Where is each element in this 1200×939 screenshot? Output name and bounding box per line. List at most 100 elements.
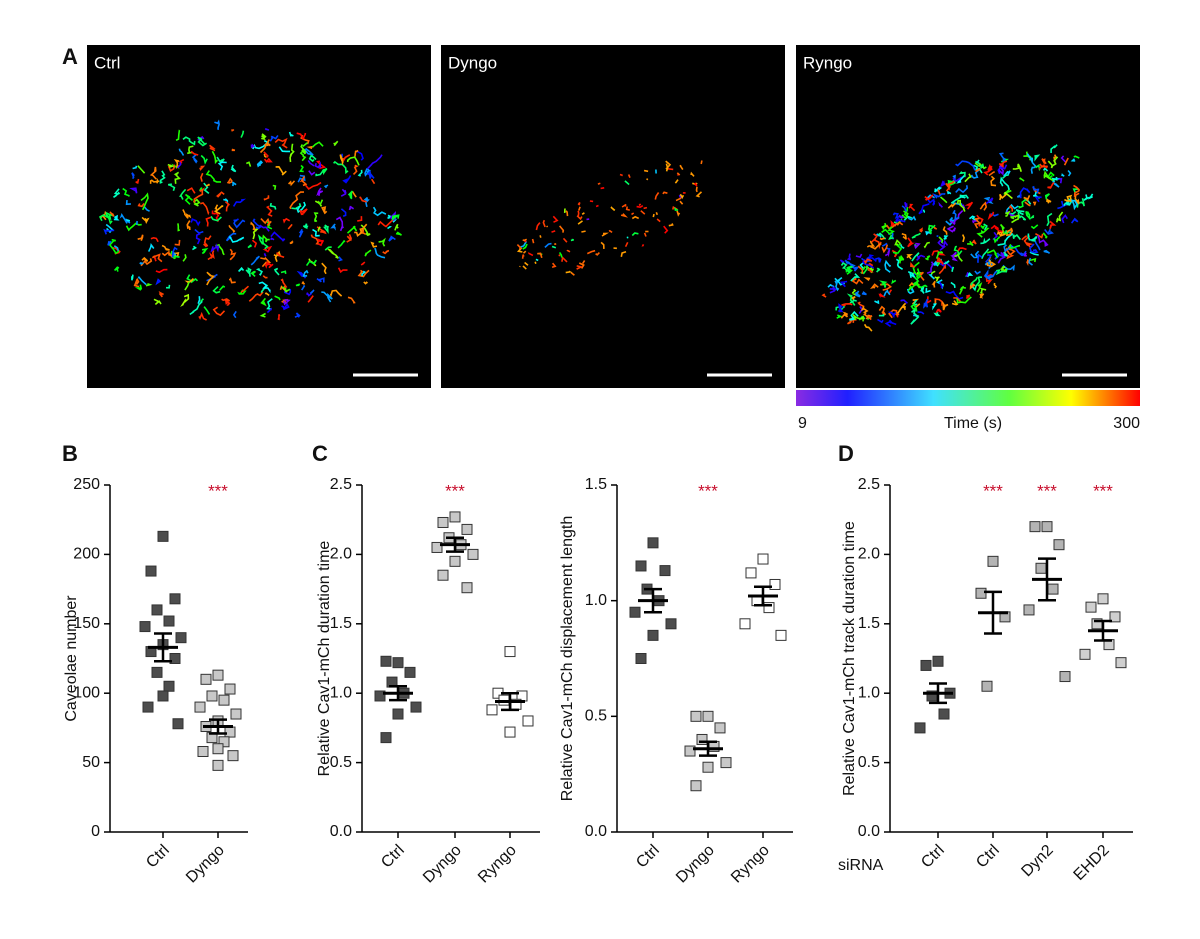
track (900, 302, 907, 309)
data-point (763, 602, 775, 614)
track (987, 211, 995, 221)
track (624, 241, 629, 248)
track (870, 242, 882, 250)
track (881, 244, 889, 254)
track (952, 209, 960, 220)
panel-letter: D (838, 441, 854, 466)
track (1057, 177, 1063, 184)
track (317, 199, 324, 206)
data-point (392, 708, 404, 720)
track (250, 221, 257, 232)
track (1030, 224, 1039, 230)
track (348, 205, 355, 211)
image-label: Dyngo (448, 53, 497, 72)
track (178, 148, 185, 156)
data-point (172, 718, 184, 730)
track (176, 162, 182, 169)
track (218, 285, 226, 291)
track (957, 247, 967, 252)
data-point (932, 655, 944, 667)
error-bar (699, 740, 717, 757)
track (274, 137, 288, 149)
track (211, 210, 220, 222)
data-point (1047, 583, 1059, 595)
track (663, 225, 669, 234)
data-point (522, 715, 534, 727)
track (998, 160, 1008, 169)
track (316, 226, 327, 235)
track (562, 237, 568, 243)
track (1030, 161, 1037, 174)
track (226, 177, 233, 185)
track (1046, 198, 1052, 204)
track (932, 303, 938, 311)
micrograph: Ctrl (87, 45, 431, 388)
track (888, 309, 900, 319)
track (283, 298, 291, 306)
error-bar (446, 536, 464, 553)
data-point (1035, 562, 1047, 574)
data-point (1023, 604, 1035, 616)
track (252, 227, 259, 240)
track (370, 241, 378, 248)
error-bar (154, 632, 172, 663)
track (960, 196, 967, 199)
track (143, 205, 150, 212)
track (834, 276, 845, 286)
track (140, 192, 149, 211)
track (182, 136, 196, 146)
track (906, 286, 915, 295)
track (263, 252, 267, 257)
track (922, 209, 926, 213)
data-point (1041, 521, 1053, 533)
data-point (151, 604, 163, 616)
track (558, 225, 565, 233)
x-tick-label: Ctrl (918, 842, 948, 872)
track (844, 265, 853, 274)
track (928, 224, 936, 234)
track (321, 262, 327, 275)
track (347, 296, 356, 304)
track (958, 171, 966, 178)
track (941, 301, 949, 311)
track (1060, 155, 1067, 163)
track (570, 238, 574, 242)
track (600, 187, 605, 190)
track (251, 239, 258, 248)
track (521, 254, 525, 259)
data-point (139, 621, 151, 633)
track (137, 276, 147, 286)
track (672, 205, 678, 211)
track (608, 229, 613, 234)
track (215, 243, 225, 256)
track (846, 293, 856, 306)
image-label: Ctrl (94, 53, 120, 72)
track (200, 201, 210, 216)
track (210, 243, 220, 253)
image-label: Ryngo (803, 53, 852, 72)
data-point (151, 666, 163, 678)
data-point (1079, 648, 1091, 660)
track (976, 227, 990, 238)
data-point (212, 759, 224, 771)
track (360, 224, 371, 237)
track (979, 287, 987, 294)
track (933, 312, 941, 317)
x-tick-label: Dyngo (420, 842, 465, 887)
track (522, 250, 527, 254)
track (321, 206, 328, 215)
track (851, 288, 857, 294)
track (581, 230, 586, 233)
track (1011, 214, 1020, 224)
data-point (145, 565, 157, 577)
track (357, 216, 363, 222)
track (266, 141, 271, 147)
y-tick-label: 2.5 (330, 476, 352, 493)
track (849, 299, 857, 304)
micrograph: Ryngo (796, 45, 1140, 388)
track (141, 216, 150, 224)
track (347, 190, 354, 200)
track (620, 213, 629, 218)
track (849, 310, 859, 321)
track (147, 242, 155, 252)
